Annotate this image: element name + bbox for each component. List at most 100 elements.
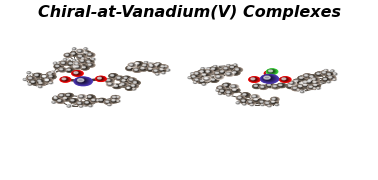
Ellipse shape (108, 80, 110, 81)
Ellipse shape (161, 66, 166, 68)
Ellipse shape (201, 71, 204, 72)
Ellipse shape (81, 57, 85, 60)
Ellipse shape (54, 62, 57, 64)
Ellipse shape (71, 65, 80, 69)
Ellipse shape (225, 68, 228, 69)
Ellipse shape (143, 64, 146, 66)
Ellipse shape (43, 76, 46, 77)
Ellipse shape (322, 71, 328, 74)
Ellipse shape (143, 64, 147, 66)
Ellipse shape (327, 81, 331, 83)
Ellipse shape (156, 63, 161, 65)
Ellipse shape (39, 86, 40, 87)
Ellipse shape (133, 88, 135, 89)
Ellipse shape (294, 80, 300, 82)
Ellipse shape (117, 100, 119, 102)
Ellipse shape (88, 64, 91, 65)
Ellipse shape (136, 63, 140, 64)
Ellipse shape (36, 75, 39, 76)
Ellipse shape (38, 80, 42, 82)
Ellipse shape (234, 64, 236, 66)
Ellipse shape (65, 54, 70, 56)
Ellipse shape (56, 65, 60, 67)
Ellipse shape (88, 64, 92, 66)
Ellipse shape (160, 65, 167, 68)
Ellipse shape (105, 100, 112, 104)
Ellipse shape (304, 84, 307, 86)
Ellipse shape (313, 79, 316, 80)
Ellipse shape (80, 105, 82, 107)
Ellipse shape (149, 64, 156, 68)
Ellipse shape (83, 51, 91, 55)
Ellipse shape (117, 77, 120, 78)
Ellipse shape (132, 88, 136, 90)
Ellipse shape (76, 66, 79, 68)
Ellipse shape (294, 87, 297, 89)
Ellipse shape (135, 69, 138, 70)
Ellipse shape (131, 85, 136, 87)
Ellipse shape (268, 105, 270, 106)
Ellipse shape (299, 77, 305, 80)
Ellipse shape (87, 95, 95, 99)
Ellipse shape (149, 64, 153, 66)
Ellipse shape (225, 72, 234, 76)
Ellipse shape (28, 83, 32, 85)
Ellipse shape (301, 91, 303, 92)
Ellipse shape (219, 89, 227, 93)
Ellipse shape (120, 85, 121, 86)
Ellipse shape (126, 66, 135, 70)
Ellipse shape (217, 90, 219, 91)
Ellipse shape (162, 72, 166, 74)
Ellipse shape (259, 101, 266, 104)
Ellipse shape (233, 64, 238, 66)
Ellipse shape (260, 86, 267, 89)
Ellipse shape (28, 83, 32, 85)
Ellipse shape (150, 65, 153, 67)
Ellipse shape (150, 64, 151, 65)
Ellipse shape (97, 100, 99, 101)
Ellipse shape (30, 80, 37, 84)
Ellipse shape (301, 77, 303, 79)
Ellipse shape (73, 48, 76, 50)
Ellipse shape (221, 90, 224, 92)
Ellipse shape (98, 77, 101, 79)
Ellipse shape (279, 84, 284, 87)
Ellipse shape (308, 81, 311, 82)
Ellipse shape (107, 82, 114, 86)
Ellipse shape (264, 76, 270, 79)
Ellipse shape (59, 68, 65, 71)
Ellipse shape (122, 84, 124, 85)
Ellipse shape (115, 85, 118, 87)
Ellipse shape (205, 70, 213, 74)
Ellipse shape (72, 71, 82, 76)
Ellipse shape (229, 66, 237, 69)
Ellipse shape (314, 88, 316, 89)
Ellipse shape (312, 78, 317, 80)
Ellipse shape (272, 85, 279, 88)
Ellipse shape (203, 84, 205, 85)
Ellipse shape (67, 94, 70, 96)
Ellipse shape (73, 60, 76, 62)
Ellipse shape (218, 87, 224, 90)
Ellipse shape (232, 86, 235, 87)
Ellipse shape (322, 71, 328, 74)
Ellipse shape (28, 72, 29, 73)
Ellipse shape (29, 80, 39, 84)
Ellipse shape (287, 84, 295, 88)
Ellipse shape (214, 71, 223, 76)
Ellipse shape (44, 78, 52, 82)
Ellipse shape (53, 97, 59, 100)
Ellipse shape (210, 78, 218, 82)
Ellipse shape (141, 67, 144, 69)
Ellipse shape (116, 96, 121, 98)
Ellipse shape (233, 72, 237, 74)
Ellipse shape (299, 77, 305, 79)
Ellipse shape (96, 99, 101, 102)
Ellipse shape (62, 78, 68, 81)
Ellipse shape (147, 68, 155, 71)
Ellipse shape (133, 68, 141, 72)
Ellipse shape (121, 83, 125, 85)
Ellipse shape (196, 79, 198, 80)
Ellipse shape (191, 73, 194, 75)
Ellipse shape (329, 76, 332, 78)
